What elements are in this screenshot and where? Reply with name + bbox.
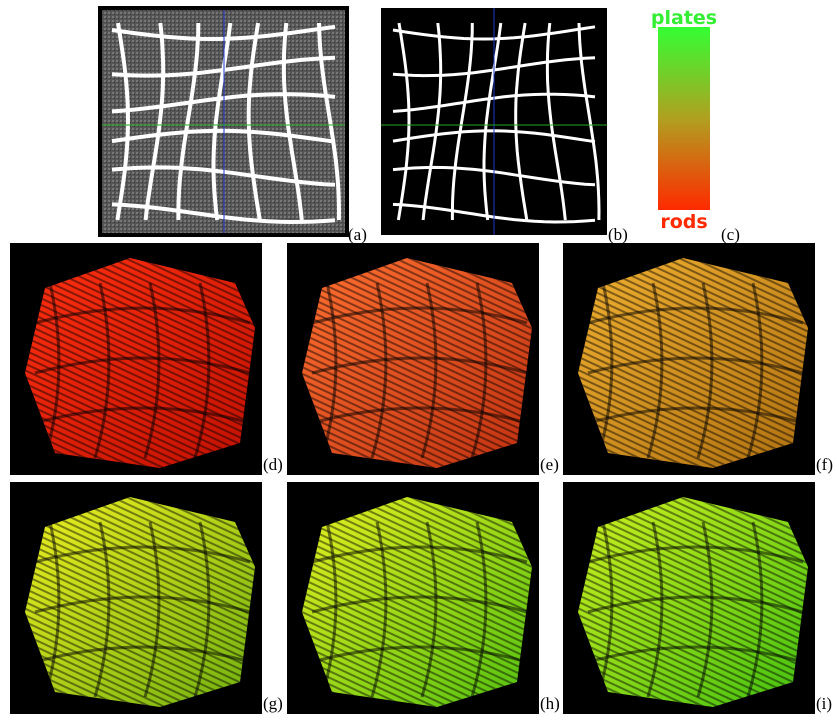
panel-label: (h) [540, 694, 560, 713]
figure: plates rods (a) (b) (c) (d)(e)(f)(g)(h)(… [0, 0, 836, 720]
panel-label: (g) [263, 694, 283, 713]
panel-label: (i) [816, 694, 832, 713]
colorbar-bottom-label: rods [660, 211, 707, 233]
panel-label: (f) [816, 455, 833, 474]
panel-label: (b) [608, 225, 628, 244]
colorbar-top-label: plates [651, 7, 717, 29]
panel-label: (d) [263, 455, 283, 474]
panel-label: (e) [540, 455, 559, 474]
colorbar [658, 27, 710, 210]
panel-label: (a) [348, 225, 367, 244]
renders: (d) (e) (f) (g) (h) (i) [10, 243, 833, 714]
panel-label: (c) [721, 225, 740, 244]
